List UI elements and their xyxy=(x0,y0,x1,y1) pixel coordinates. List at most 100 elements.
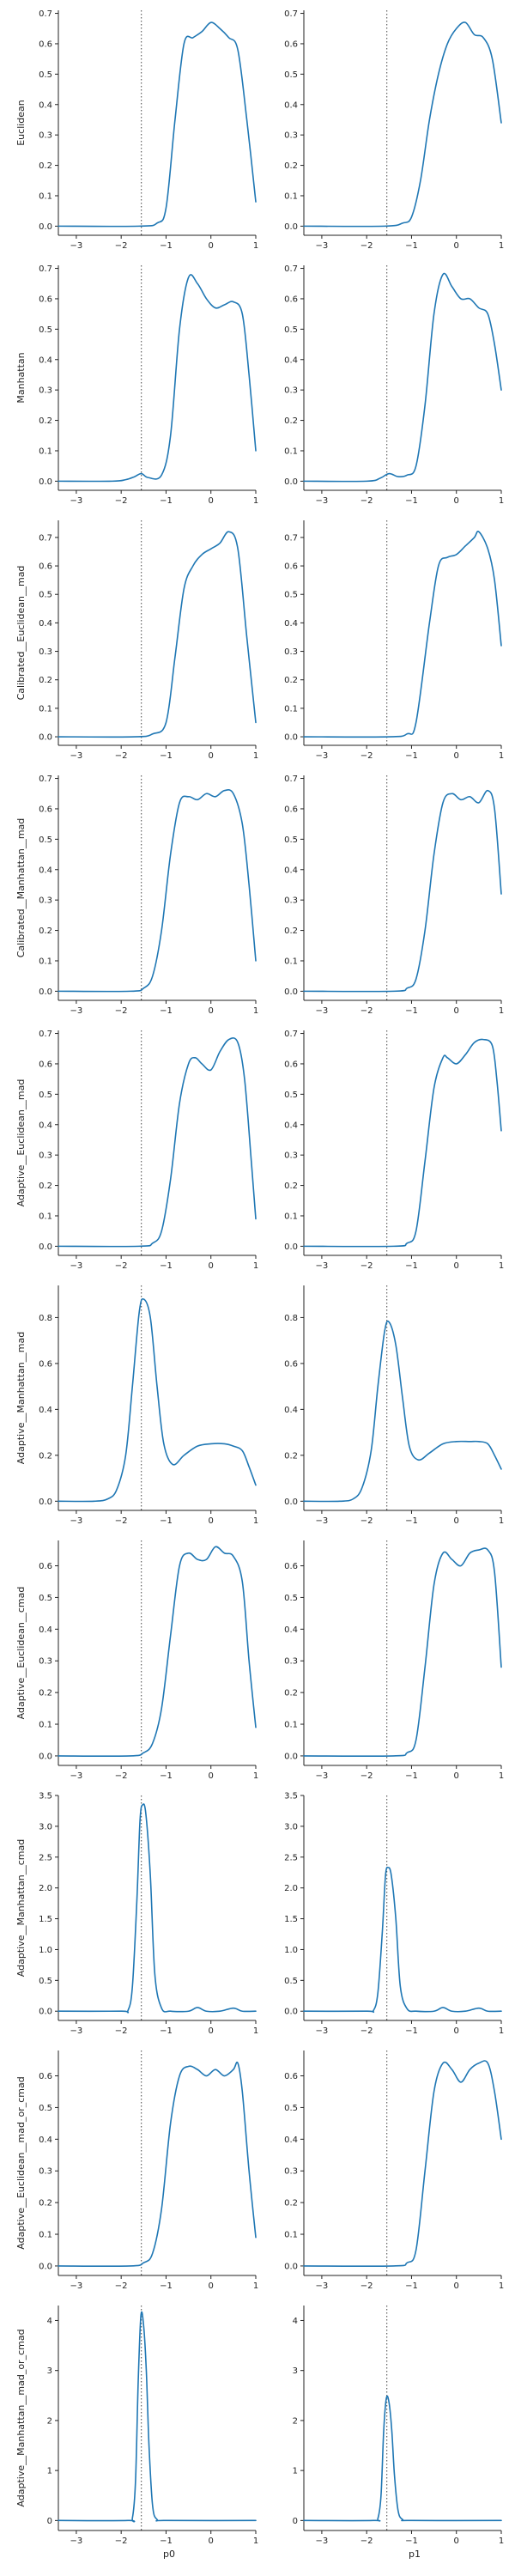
x-tick-label: 0 xyxy=(454,496,459,506)
y-tick-label: 0.1 xyxy=(284,2231,298,2240)
x-tick-label: 1 xyxy=(253,1006,258,1016)
y-tick-label: 0.0 xyxy=(284,733,298,743)
y-tick-label: 0.4 xyxy=(39,1406,52,1415)
y-tick-label: 0 xyxy=(47,2517,52,2526)
y-tick-label: 0.0 xyxy=(39,1242,52,1252)
y-tick-label: 0.3 xyxy=(39,131,52,141)
panel-calibrated-euclidean-mad-p0: −3 −2 −1 0 1 0.0 0.1 0.2 0.3 0.4 0.5 0.6 0.7 xyxy=(39,520,258,761)
y-tick-label: 0.3 xyxy=(284,647,298,657)
y-tick-label: 0.0 xyxy=(284,1498,298,1507)
x-tick-label: −2 xyxy=(115,1516,128,1526)
x-axis-label-p0: p0 xyxy=(163,2549,175,2560)
x-tick-label: −3 xyxy=(70,2537,83,2546)
y-tick-label: 0.2 xyxy=(284,1451,298,1461)
y-tick-label: 0.3 xyxy=(284,896,298,906)
x-tick-label: −3 xyxy=(70,2026,83,2036)
y-tick-label: 3.5 xyxy=(284,1792,298,1801)
y-tick-label: 0.5 xyxy=(284,2104,298,2113)
panel-adaptive-manhattan-mad-p1: −3 −2 −1 0 1 0.0 0.2 0.4 0.6 0.8 xyxy=(284,1285,504,1526)
y-tick-label: 0.6 xyxy=(39,2072,52,2081)
y-tick-label: 0.3 xyxy=(39,896,52,906)
y-tick-label: 0.4 xyxy=(39,619,52,629)
y-tick-label: 0.4 xyxy=(39,1121,52,1130)
x-tick-label: 1 xyxy=(253,2281,258,2291)
y-tick-label: 0.0 xyxy=(284,1752,298,1761)
y-tick-label: 0.0 xyxy=(284,2262,298,2271)
x-tick-label: −1 xyxy=(405,2026,418,2036)
y-tick-label: 0.0 xyxy=(39,733,52,743)
x-tick-label: 1 xyxy=(499,496,504,506)
x-tick-label: −3 xyxy=(316,496,329,506)
x-tick-label: −3 xyxy=(316,2537,329,2546)
x-tick-label: −1 xyxy=(160,1516,173,1526)
y-tick-label: 0.0 xyxy=(284,2008,298,2017)
y-tick-label: 0.7 xyxy=(39,264,52,274)
x-tick-label: −1 xyxy=(405,2537,418,2546)
x-tick-label: −2 xyxy=(360,2281,373,2291)
panel-manhattan-p1: −3 −2 −1 0 1 0.0 0.1 0.2 0.3 0.4 0.5 0.6 0.7 xyxy=(284,264,504,506)
y-tick-label: 0.6 xyxy=(284,805,298,814)
y-tick-label: 0.5 xyxy=(39,1977,52,1986)
x-tick-label: −2 xyxy=(360,2537,373,2546)
x-tick-label: −2 xyxy=(360,1771,373,1781)
x-tick-label: −2 xyxy=(360,1006,373,1016)
y-tick-label: 0.1 xyxy=(284,1212,298,1221)
y-axis-label-adaptive-manhattan-mad-or-cmad: Adaptive__Manhattan__mad_or_cmad xyxy=(15,2329,27,2506)
density-curve-p0 xyxy=(58,789,257,993)
density-curve-p0 xyxy=(58,1037,257,1248)
y-tick-label: 0.4 xyxy=(39,1625,52,1635)
x-tick-label: −3 xyxy=(70,1771,83,1781)
y-tick-label: 0.3 xyxy=(39,2167,52,2177)
y-tick-label: 0.1 xyxy=(284,1721,298,1730)
y-tick-label: 0.7 xyxy=(284,9,298,19)
x-tick-label: −3 xyxy=(70,496,83,506)
x-tick-label: 0 xyxy=(454,1516,459,1526)
x-tick-label: −1 xyxy=(405,1516,418,1526)
density-curve-p1 xyxy=(303,272,502,483)
y-tick-label: 0.5 xyxy=(39,2104,52,2113)
y-tick-label: 0.2 xyxy=(284,676,298,685)
y-tick-label: 0.1 xyxy=(39,447,52,456)
x-tick-label: −2 xyxy=(360,751,373,761)
y-tick-label: 0.2 xyxy=(284,1689,298,1698)
x-tick-label: −3 xyxy=(316,2026,329,2036)
x-tick-label: −3 xyxy=(316,2281,329,2291)
y-tick-label: 0.0 xyxy=(39,1752,52,1761)
panel-adaptive-euclidean-mad-or-cmad-p0: −3 −2 −1 0 1 0.0 0.1 0.2 0.3 0.4 0.5 0.6 xyxy=(39,2050,258,2291)
density-curve-p1 xyxy=(303,2395,502,2522)
x-tick-label: −2 xyxy=(360,1261,373,1271)
x-tick-label: −3 xyxy=(70,1006,83,1016)
y-tick-label: 0.7 xyxy=(39,533,52,543)
y-tick-label: 0.0 xyxy=(284,222,298,232)
y-tick-label: 0.4 xyxy=(284,1406,298,1415)
x-tick-label: 0 xyxy=(454,1006,459,1016)
x-axis-label-p1: p1 xyxy=(409,2549,421,2560)
panel-euclidean-p1: −3 −2 −1 0 1 0.0 0.1 0.2 0.3 0.4 0.5 0.6 0.7 xyxy=(284,9,504,251)
y-tick-label: 0.5 xyxy=(39,325,52,335)
panel-adaptive-manhattan-mad-or-cmad-p0: −3 −2 −1 0 1 0 1 2 3 4 xyxy=(47,2306,258,2546)
y-tick-label: 0.5 xyxy=(39,1091,52,1100)
x-tick-label: −3 xyxy=(70,1516,83,1526)
y-tick-label: 0.0 xyxy=(39,987,52,997)
y-tick-label: 0.1 xyxy=(284,447,298,456)
y-tick-label: 0.1 xyxy=(39,957,52,966)
y-tick-label: 0 xyxy=(293,2517,298,2526)
density-curve-p0 xyxy=(58,2311,257,2523)
x-tick-label: −2 xyxy=(115,496,128,506)
y-tick-label: 0.6 xyxy=(39,1562,52,1571)
y-tick-label: 0.1 xyxy=(39,2231,52,2240)
y-tick-label: 0.5 xyxy=(284,1594,298,1603)
x-tick-label: 1 xyxy=(499,1261,504,1271)
density-curve-p0 xyxy=(58,21,257,228)
y-tick-label: 0.2 xyxy=(39,416,52,426)
x-tick-label: 0 xyxy=(209,1006,214,1016)
density-curve-p0 xyxy=(58,531,257,738)
x-tick-label: 0 xyxy=(209,2537,214,2546)
y-tick-label: 0.5 xyxy=(284,325,298,335)
y-tick-label: 0.3 xyxy=(39,386,52,396)
y-tick-label: 0.6 xyxy=(284,295,298,304)
y-tick-label: 0.7 xyxy=(284,1030,298,1039)
y-tick-label: 0.2 xyxy=(284,2199,298,2208)
x-tick-label: −1 xyxy=(160,2537,173,2546)
